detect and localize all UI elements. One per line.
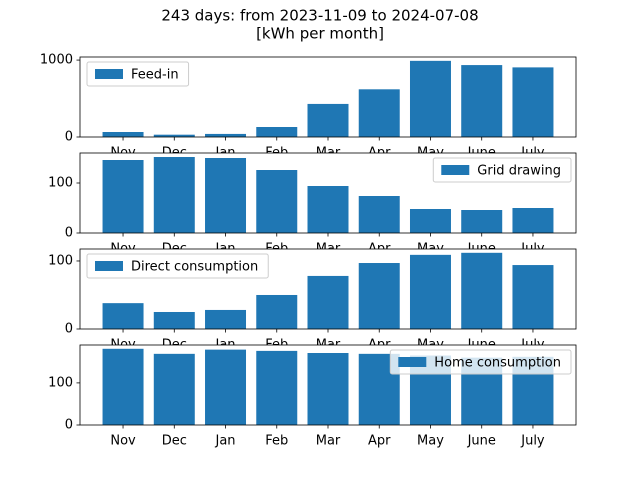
bar bbox=[358, 196, 400, 233]
legend-box bbox=[86, 253, 269, 279]
legend-box bbox=[389, 349, 572, 375]
figure-subtitle: [kWh per month] bbox=[256, 25, 384, 43]
subplot: 01000NovDecJanFebMarAprMayJuneJulyFeed-i… bbox=[40, 53, 577, 161]
x-tick-label: June bbox=[467, 434, 496, 449]
subplot: 0100NovDecJanFebMarAprMayJuneJulyDirect … bbox=[48, 248, 577, 353]
legend-box bbox=[432, 157, 572, 183]
bar bbox=[153, 311, 195, 329]
y-tick-label: 100 bbox=[48, 375, 73, 390]
figure-title: 243 days: from 2023-11-09 to 2024-07-08 bbox=[161, 7, 478, 25]
bar bbox=[358, 89, 400, 137]
y-tick-label: 0 bbox=[65, 130, 73, 145]
y-tick-label: 0 bbox=[65, 322, 73, 337]
legend-swatch bbox=[95, 69, 123, 79]
bar bbox=[409, 60, 451, 137]
x-tick-label: July bbox=[520, 434, 545, 449]
bar bbox=[256, 350, 298, 425]
x-tick-label: Dec bbox=[162, 434, 187, 449]
bar bbox=[205, 309, 247, 329]
x-tick-label: Nov bbox=[110, 434, 136, 449]
bar bbox=[409, 209, 451, 233]
legend-swatch bbox=[398, 357, 427, 367]
y-tick-label: 100 bbox=[48, 176, 73, 191]
bar bbox=[205, 133, 247, 137]
legend-label: Direct consumption bbox=[131, 260, 258, 275]
y-tick-label: 1000 bbox=[40, 53, 73, 68]
bar bbox=[256, 127, 298, 137]
legend-swatch bbox=[441, 165, 470, 175]
y-tick-label: 0 bbox=[65, 418, 73, 433]
x-tick-label: Feb bbox=[265, 434, 288, 449]
bar bbox=[461, 252, 503, 329]
legend-label: Grid drawing bbox=[477, 164, 561, 179]
bar bbox=[256, 170, 298, 233]
bar bbox=[461, 65, 503, 137]
x-tick-label: Mar bbox=[316, 434, 341, 449]
bar bbox=[461, 210, 503, 233]
y-tick-label: 0 bbox=[65, 226, 73, 241]
bar bbox=[102, 303, 144, 329]
bar bbox=[102, 348, 144, 425]
bar bbox=[512, 67, 554, 137]
legend: Direct consumption bbox=[86, 253, 269, 279]
y-tick-label: 100 bbox=[48, 253, 73, 268]
legend-label: Home consumption bbox=[434, 356, 561, 371]
legend-swatch bbox=[95, 261, 123, 271]
bar bbox=[358, 263, 400, 329]
bar bbox=[512, 265, 554, 329]
bar bbox=[307, 103, 349, 137]
x-tick-label: Apr bbox=[368, 434, 391, 449]
bar bbox=[256, 294, 298, 329]
bar bbox=[307, 186, 349, 233]
bar bbox=[205, 158, 247, 233]
bar bbox=[205, 349, 247, 425]
bar bbox=[409, 254, 451, 329]
bar bbox=[102, 132, 144, 137]
legend: Home consumption bbox=[389, 349, 572, 375]
subplot: 0 100 Nov Dec Jan Feb Mar Apr May June July Home co… bbox=[48, 344, 577, 449]
bar bbox=[307, 275, 349, 329]
x-tick-label: Jan bbox=[214, 434, 235, 449]
x-tick-label: May bbox=[417, 434, 444, 449]
legend: Grid drawing bbox=[432, 157, 572, 183]
bar bbox=[153, 134, 195, 137]
bar bbox=[153, 157, 195, 233]
legend-label: Feed-in bbox=[131, 68, 179, 83]
bar bbox=[307, 353, 349, 425]
subplot: 0100NovDecJanFebMarAprMayJuneJulyGrid dr… bbox=[48, 152, 577, 257]
bar bbox=[153, 353, 195, 425]
legend-box bbox=[86, 61, 190, 87]
bar bbox=[102, 160, 144, 233]
bar bbox=[512, 208, 554, 233]
legend: Feed-in bbox=[86, 61, 190, 87]
